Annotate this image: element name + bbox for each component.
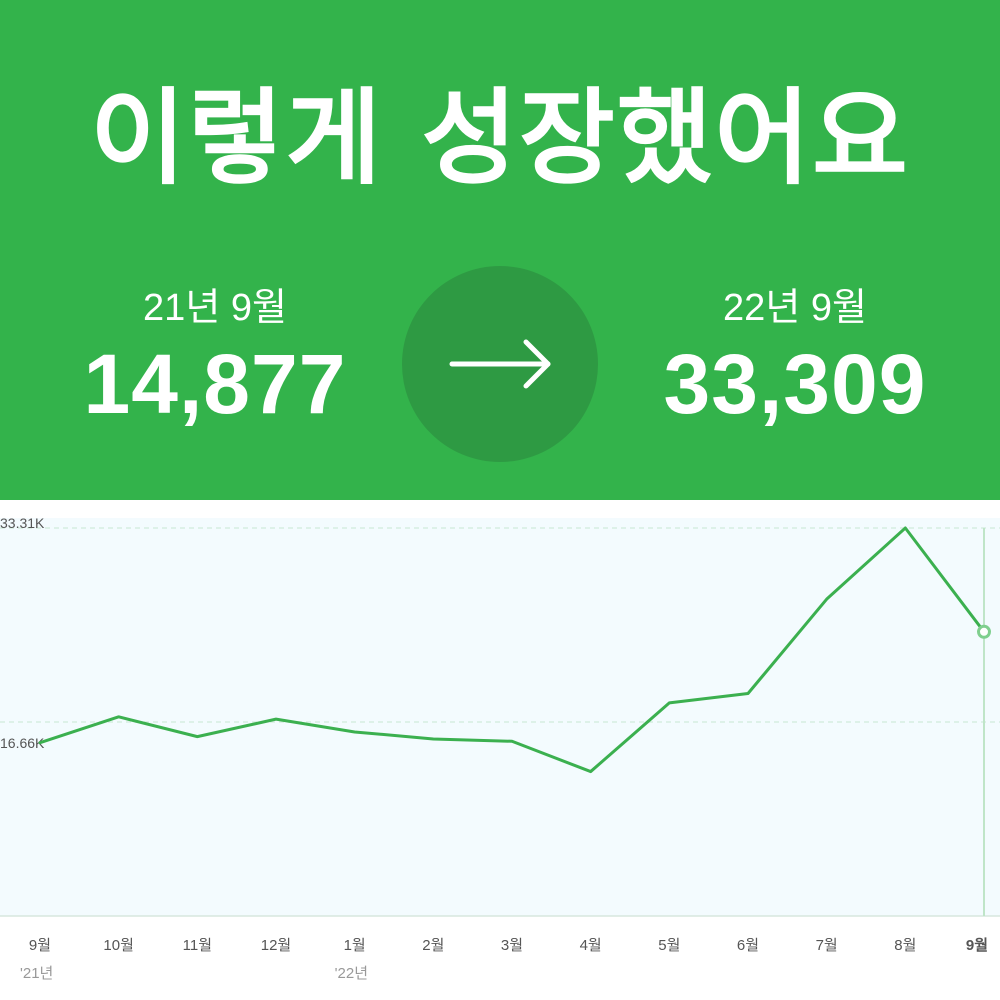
x-tick-label: 10월: [103, 937, 134, 954]
x-tick-label: 1월: [344, 937, 366, 954]
x-tick-label: 11월: [183, 937, 212, 954]
after-value: 33,309: [615, 336, 975, 432]
x-tick-label: 9월: [966, 937, 988, 954]
before-label: 21년 9월: [35, 280, 395, 336]
x-tick-label: 12월: [261, 937, 292, 954]
line-chart: 33.31K 16.66K 9월 10월 11월 12월 1월 2월 3월 4월 5월 6월 7월 8월 9…: [0, 500, 1000, 1000]
x-tick-label: 9월: [29, 937, 51, 954]
x-tick-label: 6월: [737, 937, 759, 954]
before-stat: 21년 9월 14,877: [35, 280, 395, 432]
x-tick-label: 5월: [658, 937, 680, 954]
x-tick-label: 2월: [422, 937, 444, 954]
growth-banner: 이렇게 성장했어요 21년 9월 14,877 22년 9월 33,309: [0, 0, 1000, 500]
x-tick-label: 3월: [501, 937, 523, 954]
after-stat: 22년 9월 33,309: [615, 280, 975, 432]
before-value: 14,877: [35, 336, 395, 432]
arrow-circle: [402, 266, 598, 462]
highlight-point: [979, 626, 990, 637]
after-label: 22년 9월: [615, 280, 975, 336]
y-tick-label: 16.66K: [0, 735, 45, 751]
x-year-label: '21년: [20, 965, 53, 982]
arrow-right-icon: [402, 266, 598, 462]
y-tick-label: 33.31K: [0, 515, 45, 531]
line-chart-svg: 33.31K 16.66K 9월 10월 11월 12월 1월 2월 3월 4월 5월 6월 7월 8월 9…: [0, 500, 1000, 1000]
headline: 이렇게 성장했어요: [0, 68, 1000, 208]
x-year-label: '22년: [335, 965, 368, 982]
x-tick-label: 8월: [894, 937, 916, 954]
x-tick-label: 7월: [816, 937, 838, 954]
x-tick-label: 4월: [580, 937, 602, 954]
